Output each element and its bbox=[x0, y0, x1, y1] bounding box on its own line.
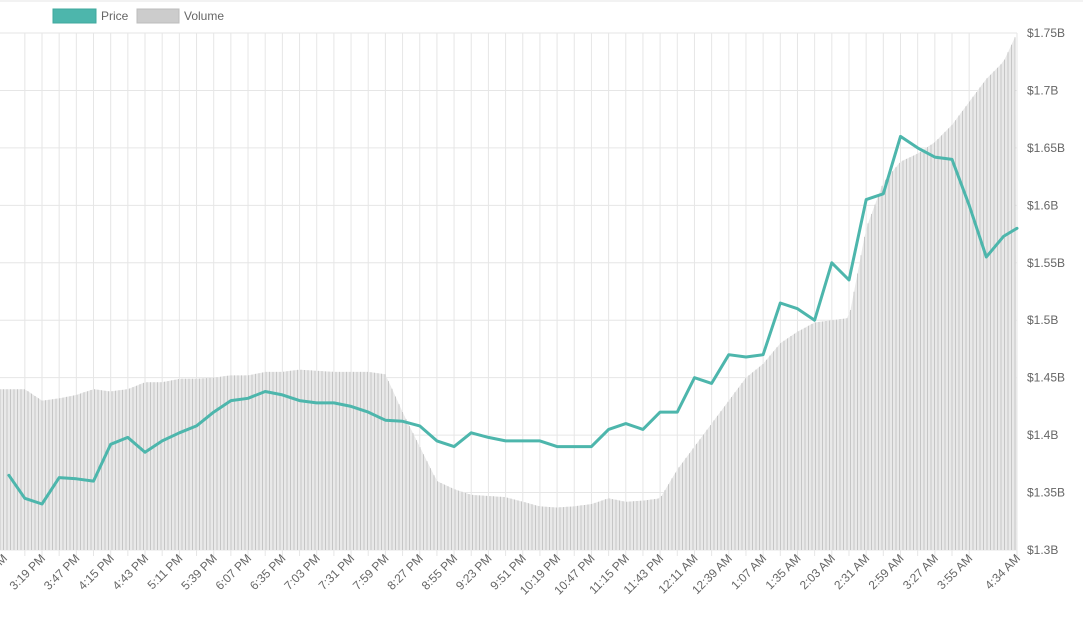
x-tick-label: 5:39 PM bbox=[178, 551, 220, 593]
x-tick-label: 0 PM bbox=[0, 551, 10, 581]
x-tick-label: 8:27 PM bbox=[384, 551, 426, 593]
legend-item-price[interactable]: Price bbox=[52, 8, 129, 24]
x-tick-label: 8:55 PM bbox=[419, 551, 461, 593]
legend-label-volume: Volume bbox=[184, 9, 224, 23]
y-tick-label: $1.7B bbox=[1027, 83, 1058, 97]
x-tick-label: 7:59 PM bbox=[350, 551, 392, 593]
x-tick-label: 4:34 AM bbox=[982, 551, 1023, 592]
y-tick-label: $1.75B bbox=[1027, 26, 1065, 40]
legend-swatch-price bbox=[52, 8, 97, 24]
y-axis: $1.3B $1.35B $1.4B $1.45B $1.5B $1.55B $1.6B $1… bbox=[1027, 26, 1065, 557]
y-tick-label: $1.4B bbox=[1027, 428, 1058, 442]
legend-item-volume[interactable]: Volume bbox=[136, 8, 224, 24]
x-tick-label: 6:07 PM bbox=[213, 551, 255, 593]
price-line bbox=[7, 134, 1019, 506]
legend-label-price: Price bbox=[101, 9, 129, 23]
y-tick-label: $1.65B bbox=[1027, 141, 1065, 155]
x-axis: 0 PM3:19 PM3:47 PM4:15 PM4:43 PM5:11 PM5… bbox=[0, 551, 1023, 597]
y-tick-label: $1.35B bbox=[1027, 486, 1065, 500]
x-tick-label: 6:35 PM bbox=[247, 551, 289, 593]
y-tick-label: $1.45B bbox=[1027, 371, 1065, 385]
x-tick-label: 3:47 PM bbox=[41, 551, 83, 593]
x-tick-label: 4:43 PM bbox=[110, 551, 152, 593]
x-tick-label: 1:35 AM bbox=[763, 551, 804, 592]
price-series bbox=[7, 134, 1019, 506]
x-tick-label: 5:11 PM bbox=[145, 551, 186, 592]
y-tick-label: $1.6B bbox=[1027, 198, 1058, 212]
x-tick-label: 2:31 AM bbox=[831, 551, 872, 592]
x-tick-label: 3:27 AM bbox=[900, 551, 941, 592]
x-tick-label: 4:15 PM bbox=[75, 551, 117, 593]
x-tick-label: 2:59 AM bbox=[866, 551, 907, 592]
x-tick-label: 3:55 AM bbox=[934, 551, 975, 592]
volume-bars bbox=[0, 37, 1016, 550]
y-tick-label: $1.3B bbox=[1027, 543, 1058, 557]
legend: Price Volume bbox=[52, 8, 224, 24]
legend-swatch-volume bbox=[136, 8, 180, 24]
x-tick-label: 1:07 AM bbox=[728, 551, 769, 592]
x-tick-label: 3:19 PM bbox=[7, 551, 49, 593]
x-tick-label: 7:31 PM bbox=[316, 551, 358, 593]
x-tick-label: 9:23 PM bbox=[453, 551, 495, 593]
volume-series bbox=[0, 37, 1017, 551]
y-tick-label: $1.5B bbox=[1027, 313, 1058, 327]
y-tick-label: $1.55B bbox=[1027, 256, 1065, 270]
x-tick-label: 2:03 AM bbox=[797, 551, 838, 592]
x-tick-label: 7:03 PM bbox=[281, 551, 323, 593]
